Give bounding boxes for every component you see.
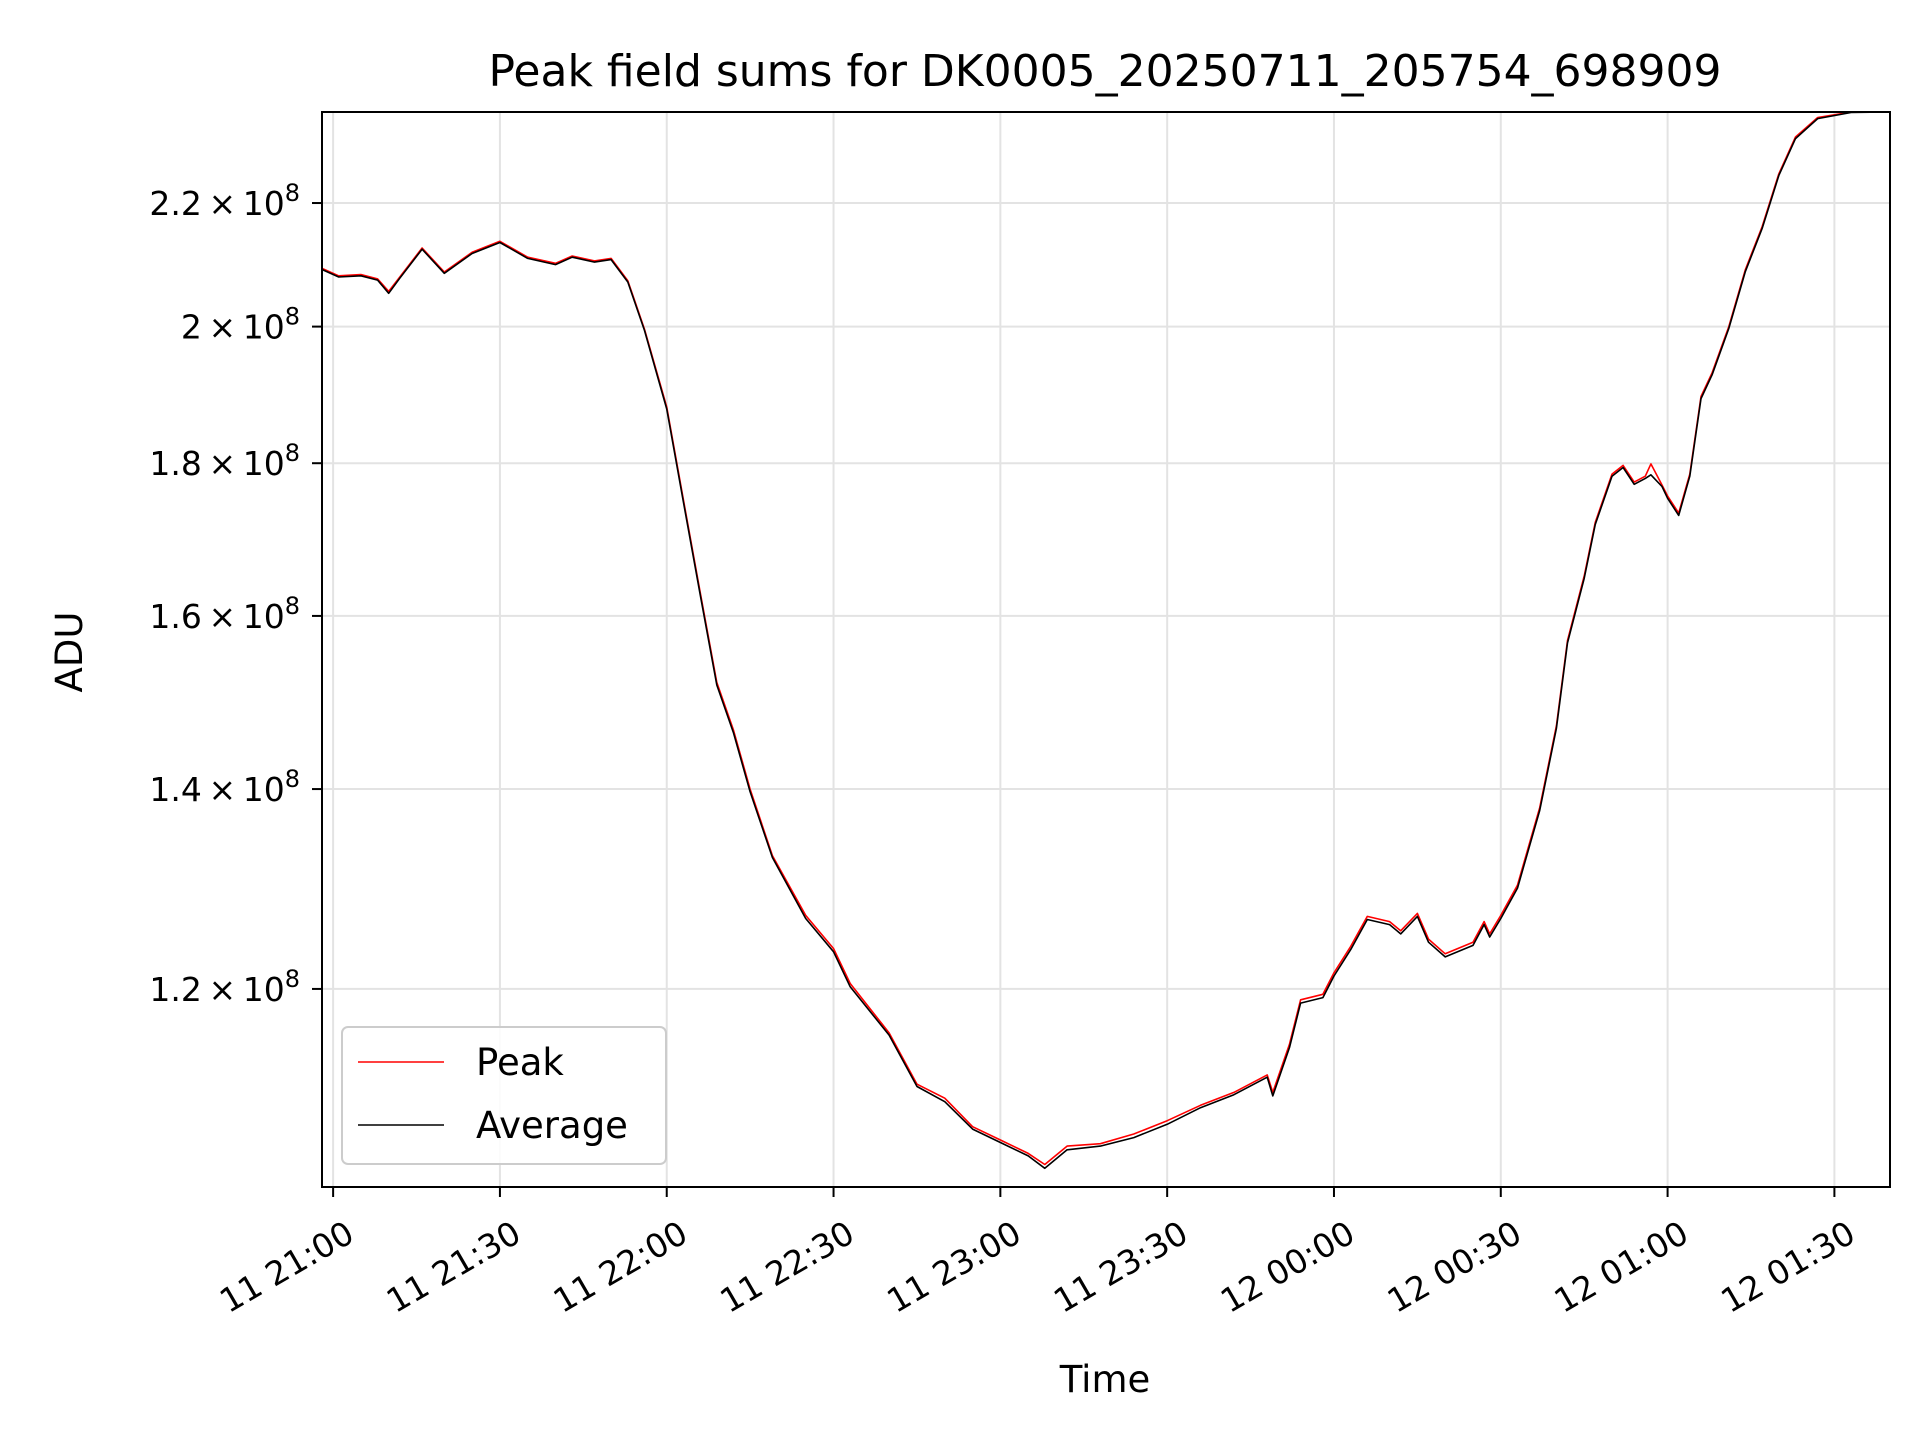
y-tick-label: 1.8 × 108	[149, 439, 300, 483]
y-tick-label: 1.6 × 108	[149, 592, 300, 636]
y-tick-exponent: 8	[285, 439, 300, 467]
y-axis-label: ADU	[48, 612, 91, 693]
y-tick-mantissa: 1.2	[149, 970, 201, 1009]
chart-title: Peak field sums for DK0005_20250711_2057…	[488, 46, 1721, 97]
legend-label-average: Average	[476, 1104, 628, 1147]
series-line-average	[321, 111, 1891, 1170]
y-tick-mantissa: 1.8	[149, 444, 201, 483]
y-tick-exponent: 8	[285, 765, 300, 793]
series-line-peak	[321, 111, 1890, 1166]
y-tick-label: 1.2 × 108	[149, 965, 300, 1009]
y-tick-mantissa: 2	[181, 308, 202, 347]
y-tick-mantissa: 1.4	[149, 770, 201, 809]
y-tick-label: 1.4 × 108	[149, 765, 300, 809]
legend-label-peak: Peak	[476, 1041, 564, 1084]
y-tick-exponent: 8	[285, 592, 300, 620]
plot-series	[321, 111, 1891, 1170]
plot-frame	[321, 111, 1891, 1188]
legend: Peak Average	[341, 1026, 667, 1165]
y-tick-label: 2.2 × 108	[149, 179, 300, 223]
y-tick-exponent: 8	[285, 965, 300, 993]
y-tick-mantissa: 2.2	[149, 184, 201, 223]
x-axis-label: Time	[1059, 1358, 1151, 1401]
y-axis: 1.2 × 108 1.4 × 108 1.6 × 108 1.8 × 108 2 × …	[149, 179, 322, 1009]
y-tick-exponent: 8	[285, 303, 300, 331]
grid	[322, 112, 1890, 1187]
y-tick-mantissa: 1.6	[149, 597, 201, 636]
y-tick-exponent: 8	[285, 179, 300, 207]
y-tick-label: 2 × 108	[181, 303, 300, 347]
